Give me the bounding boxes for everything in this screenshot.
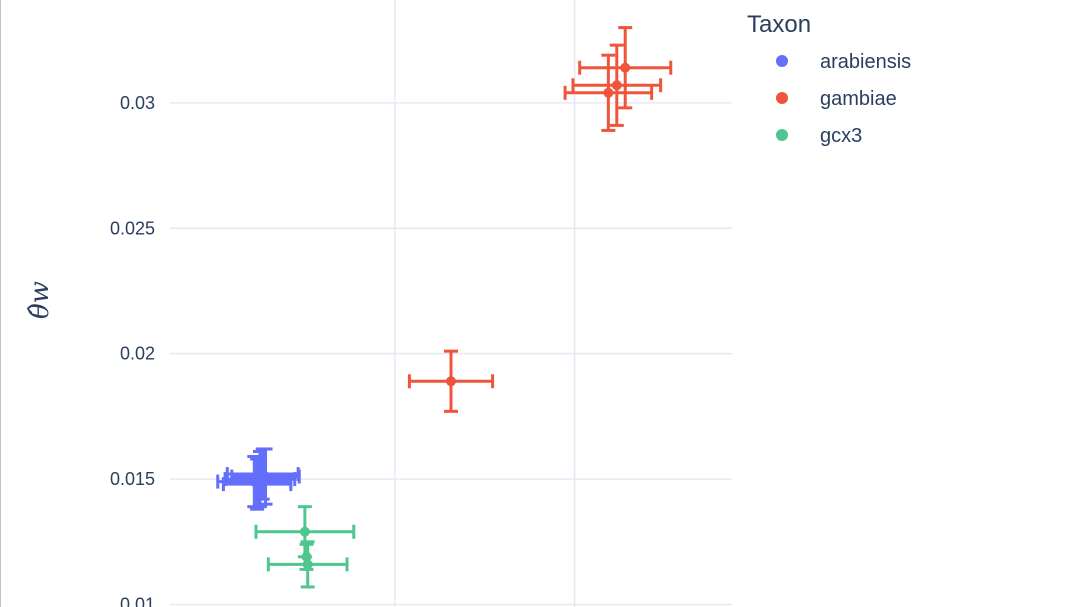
legend-label: arabiensis — [820, 51, 911, 73]
data-point — [257, 469, 268, 480]
legend-marker — [776, 55, 788, 67]
data-point — [620, 62, 631, 73]
y-tick-label: 0.01 — [120, 594, 155, 607]
data-point — [603, 87, 614, 98]
legend-title: Taxon — [747, 11, 811, 38]
y-axis-label: θ̂w — [25, 281, 55, 319]
data-point-group — [221, 457, 293, 511]
legend-item-arabiensis[interactable]: arabiensis — [776, 51, 911, 73]
legend-marker — [776, 129, 788, 141]
data-point — [301, 551, 312, 562]
series-gambiae — [407, 26, 673, 413]
y-tick-label: 0.015 — [110, 469, 155, 489]
y-tick-label: 0.025 — [110, 218, 155, 238]
series-arabiensis — [216, 447, 301, 511]
data-point — [611, 80, 622, 91]
data-point — [446, 376, 456, 387]
y-axis: 0.01 0.015 0.02 0.025 0.03 — [110, 93, 155, 607]
data-point-group — [571, 43, 663, 127]
legend-item-gambiae[interactable]: gambiae — [776, 88, 897, 110]
data-point-group — [407, 349, 495, 413]
y-tick-label: 0.03 — [120, 93, 155, 113]
data-point-group — [299, 542, 314, 571]
data-point-group — [578, 26, 673, 110]
data-point-group — [225, 447, 300, 501]
data-point — [252, 479, 263, 490]
series-gcx3 — [254, 505, 356, 589]
data-marks — [216, 26, 673, 589]
legend-item-gcx3[interactable]: gcx3 — [776, 125, 862, 147]
legend-marker — [776, 92, 788, 104]
legend[interactable]: Taxon arabiensis gambiae gcx3 — [747, 11, 911, 147]
data-point — [299, 526, 310, 537]
legend-label: gcx3 — [820, 125, 862, 147]
y-tick-label: 0.02 — [120, 344, 155, 364]
legend-label: gambiae — [820, 88, 897, 110]
